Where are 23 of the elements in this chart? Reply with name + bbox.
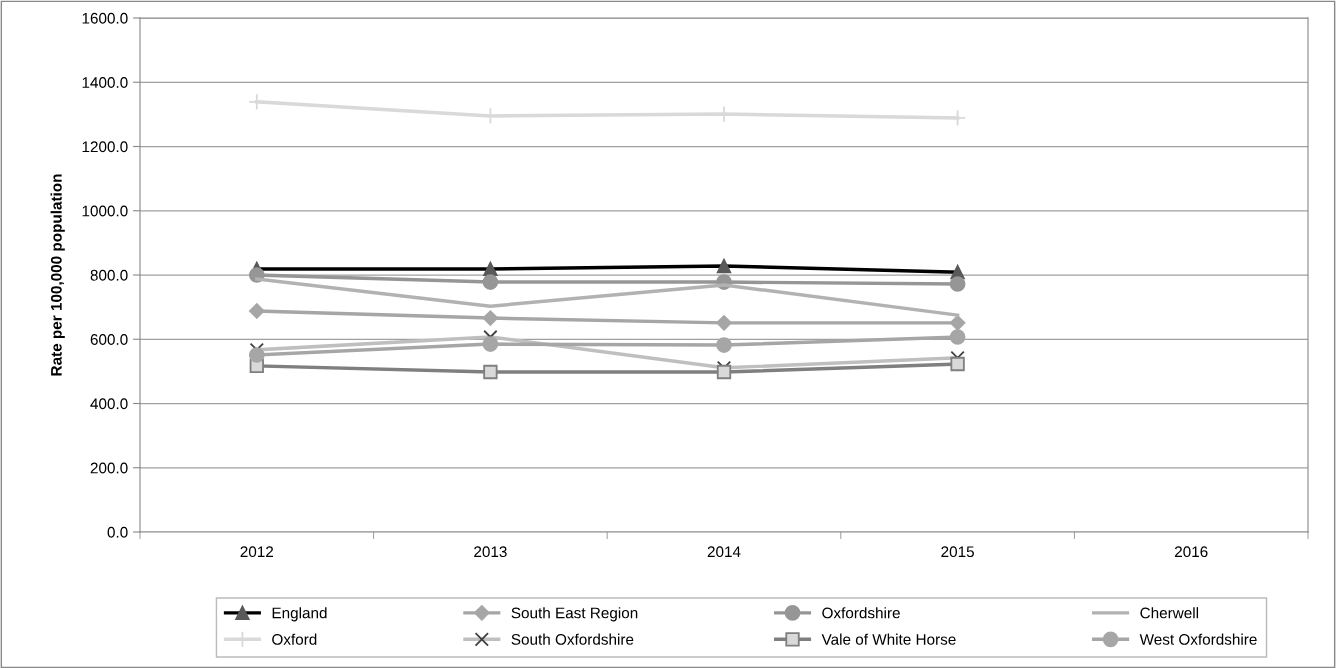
legend-label: South Oxfordshire	[511, 633, 634, 645]
y-tick-label: 400.0	[90, 398, 128, 410]
y-tick-label: 1000.0	[82, 205, 128, 217]
legend-label: England	[272, 607, 327, 622]
y-axis-title: Rate per 100,000 population	[50, 174, 65, 376]
legend-label: South East Region	[511, 607, 638, 622]
y-tick-label: 1200.0	[82, 141, 128, 153]
legend-label: Oxford	[272, 633, 317, 645]
legend-label: West Oxfordshire	[1139, 633, 1257, 645]
x-tick-label: 2014	[707, 546, 741, 558]
y-tick-label: 0.0	[107, 526, 128, 538]
x-tick-label: 2016	[1174, 546, 1208, 558]
legend-label: Oxfordshire	[822, 607, 900, 619]
y-tick-label: 1600.0	[82, 12, 128, 24]
legend-label: Vale of White Horse	[821, 633, 956, 645]
y-tick-label: 600.0	[90, 334, 128, 345]
x-tick-label: 2013	[474, 546, 507, 558]
y-tick-label: 800.0	[90, 269, 128, 281]
y-tick-label: 1400.0	[82, 77, 128, 88]
legend-label: Cherwell	[1140, 607, 1199, 619]
y-tick-label: 200.0	[90, 462, 128, 474]
x-tick-label: 2015	[941, 546, 974, 558]
x-tick-label: 2012	[240, 546, 274, 558]
